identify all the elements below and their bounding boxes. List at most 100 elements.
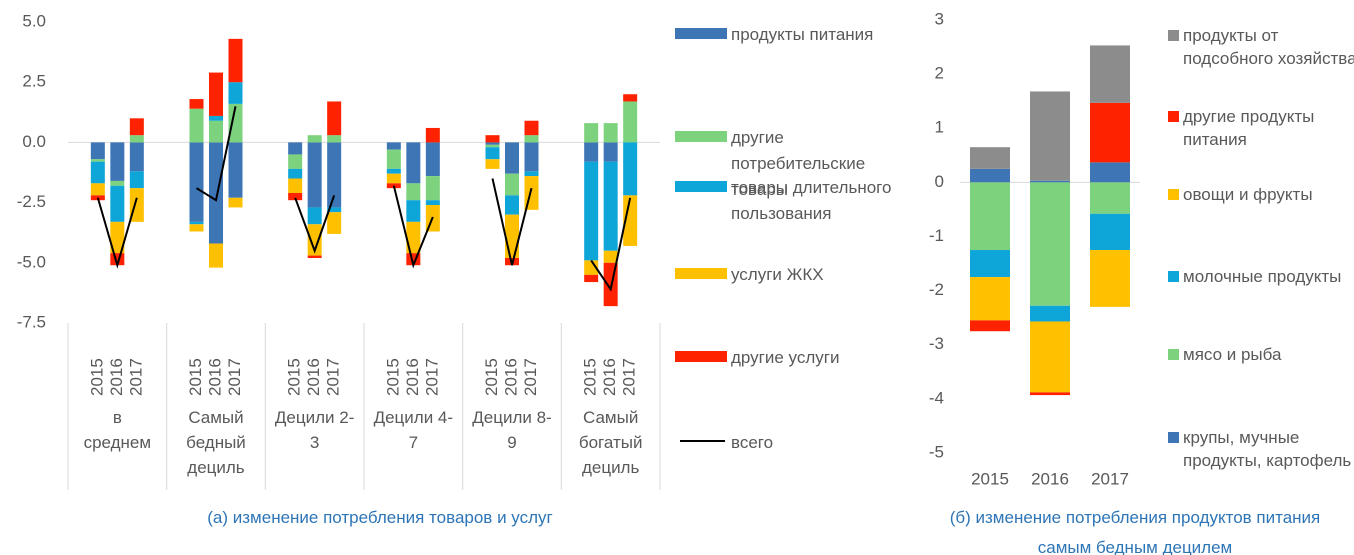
- bar-segment: [327, 212, 342, 234]
- bar-segment: [129, 135, 144, 143]
- bar-segment: [189, 224, 204, 232]
- bar-segment: [406, 221, 421, 254]
- bar-segment: [110, 185, 125, 222]
- legend-label: другие потребительские товары: [731, 128, 866, 199]
- bar-segment: [1030, 91, 1070, 181]
- bar-segment: [1090, 250, 1130, 307]
- bar-segment: [129, 142, 144, 172]
- y-tick-label: 0.0: [22, 132, 46, 151]
- group-label: Децили 2-3: [274, 408, 355, 452]
- legend-swatch: [1168, 432, 1179, 443]
- bar-segment: [110, 142, 125, 181]
- legend-label: овощи и фрукты: [1183, 185, 1313, 204]
- bar-segment: [406, 183, 421, 201]
- bar-segment: [228, 38, 243, 83]
- legend-label: молочные продукты: [1183, 267, 1342, 286]
- legend-swatch: [1168, 349, 1179, 360]
- caption: (а) изменение потребления товаров и услу…: [207, 508, 553, 527]
- bar-segment: [485, 159, 500, 169]
- bar-segment: [505, 214, 519, 258]
- y-tick-label: -7.5: [17, 312, 46, 331]
- legend-swatch: [1168, 30, 1179, 41]
- legend-label: продукты от подсобного хозяйства: [1183, 26, 1354, 68]
- bar-segment: [584, 123, 599, 143]
- bar-segment: [386, 173, 401, 184]
- group-label: Самый богатый дециль: [578, 408, 643, 477]
- y-tick-label: 2.5: [22, 72, 46, 91]
- bar-segment: [524, 120, 539, 136]
- x-tick-label: 2016: [304, 358, 323, 396]
- bar-segment: [623, 94, 638, 102]
- total-line: [590, 197, 632, 292]
- bar-segment: [1030, 182, 1070, 306]
- x-tick-label: 2017: [620, 358, 639, 396]
- y-tick-label: 3: [935, 9, 944, 28]
- y-tick-label: -5: [929, 442, 944, 461]
- bar-segment: [425, 127, 440, 143]
- bar-segment: [228, 82, 243, 104]
- bar-segment: [970, 147, 1010, 169]
- bar-segment: [209, 243, 223, 268]
- bar-segment: [623, 101, 638, 143]
- x-tick-label: 2017: [1091, 469, 1129, 488]
- bar-segment: [228, 142, 243, 198]
- x-tick-label: 2015: [971, 469, 1009, 488]
- bar-segment: [110, 180, 125, 186]
- bar-segment: [189, 221, 204, 225]
- legend-label: продукты питания: [731, 25, 874, 44]
- bar-segment: [1030, 180, 1070, 183]
- bar-segment: [129, 118, 144, 136]
- y-tick-label: 0: [935, 172, 944, 191]
- bar-segment: [386, 183, 401, 189]
- bar-segment: [209, 115, 223, 121]
- bar-segment: [228, 197, 243, 208]
- legend-swatch: [675, 351, 727, 362]
- x-tick-label: 2016: [600, 358, 619, 396]
- group-label: Самый бедный дециль: [186, 408, 246, 477]
- bar-segment: [1090, 45, 1130, 103]
- y-tick-label: -1: [929, 226, 944, 245]
- bar-segment: [386, 149, 401, 169]
- bar-segment: [1030, 305, 1070, 322]
- x-tick-label: 2015: [87, 358, 106, 396]
- bar-segment: [288, 154, 303, 169]
- bar-segment: [386, 168, 401, 174]
- legend-swatch: [675, 131, 727, 142]
- bar-segment: [485, 144, 500, 148]
- bar-segment: [327, 142, 342, 208]
- bar-segment: [209, 142, 223, 244]
- bar-segment: [505, 195, 519, 215]
- group-label: в среднем: [83, 408, 152, 452]
- bar-segment: [327, 207, 342, 213]
- bar-segment: [584, 274, 599, 283]
- bar-segment: [406, 200, 421, 222]
- bar-segment: [327, 101, 342, 136]
- bar-segment: [110, 221, 125, 254]
- bar-segment: [189, 142, 204, 222]
- caption: (б) изменение потребления продуктов пита…: [949, 508, 1321, 555]
- legend-swatch: [1168, 271, 1179, 282]
- bar-segment: [485, 142, 500, 145]
- bar-segment: [603, 250, 618, 263]
- bar-segment: [90, 159, 105, 162]
- bar-segment: [970, 320, 1010, 332]
- bar-segment: [524, 135, 539, 143]
- bar-segment: [406, 142, 421, 184]
- bar-segment: [288, 192, 303, 201]
- bar-segment: [209, 120, 223, 143]
- bar-segment: [485, 147, 500, 160]
- total-line: [392, 185, 434, 269]
- legend-label: мясо и рыба: [1183, 345, 1282, 364]
- bar-segment: [425, 200, 440, 206]
- y-tick-label: 2: [935, 64, 944, 83]
- legend-label: другие услуги: [731, 348, 840, 367]
- bar-segment: [623, 142, 638, 196]
- legend-swatch: [1168, 111, 1179, 122]
- bar-segment: [288, 142, 303, 155]
- bar-segment: [1090, 162, 1130, 183]
- total-line: [294, 195, 336, 254]
- bar-segment: [584, 142, 599, 162]
- bar-segment: [970, 168, 1010, 183]
